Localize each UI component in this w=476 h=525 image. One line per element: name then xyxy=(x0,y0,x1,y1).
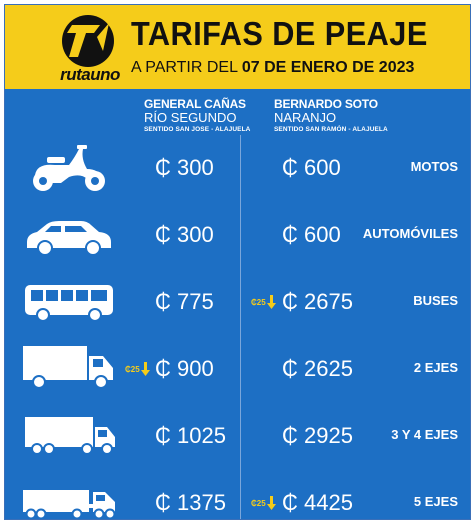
truck-3-4-axle-icon xyxy=(25,417,115,455)
vehicle-category: 3 Y 4 EJES xyxy=(391,427,458,442)
vehicle-category: 5 EJES xyxy=(413,494,458,509)
price-general-canas: ₵ 300 xyxy=(155,222,214,247)
station-name: GENERAL CAÑAS xyxy=(144,97,246,111)
vehicle-category: AUTOMÓVILES xyxy=(362,226,458,241)
effective-date-prefix: A PARTIR DEL xyxy=(131,59,238,76)
price-general-canas: ₵ 1025 xyxy=(155,423,226,448)
price-bernardo-soto: ₵ 4425 xyxy=(282,490,353,515)
bus-icon xyxy=(25,285,113,322)
discount-bernardo-soto: ₵25 xyxy=(251,496,276,510)
truck-5-axle-icon xyxy=(23,490,116,519)
price-bernardo-soto: ₵ 2925 xyxy=(282,423,353,448)
price-bernardo-soto: ₵ 2625 xyxy=(282,356,353,381)
price-bernardo-soto: ₵ 600 xyxy=(282,222,341,247)
price-bernardo-soto: ₵ 600 xyxy=(282,155,341,180)
price-general-canas: ₵ 900 xyxy=(155,356,214,381)
toll-station-bernardo-soto: BERNARDO SOTO NARANJO SENTIDO SAN RAMÓN … xyxy=(274,97,388,133)
toll-rates-panel: rutauno TARIFAS DE PEAJE A PARTIR DEL 07… xyxy=(4,4,471,520)
price-general-canas: ₵ 300 xyxy=(155,155,214,180)
page-title: TARIFAS DE PEAJE xyxy=(131,15,428,52)
rate-row-motos: ₵ 300 ₵ 600 MOTOS xyxy=(5,135,470,201)
station-direction: SENTIDO SAN RAMÓN - ALAJUELA xyxy=(274,126,388,133)
effective-date: A PARTIR DEL 07 DE ENERO DE 2023 xyxy=(131,59,414,77)
rate-row-buses: ₵ 775 ₵25 ₵ 2675 BUSES xyxy=(5,269,470,335)
discount-amount: ₵25 xyxy=(251,297,266,307)
toll-station-general-canas: GENERAL CAÑAS RÍO SEGUNDO SENTIDO SAN JO… xyxy=(144,97,250,133)
arrow-down-icon xyxy=(140,362,150,376)
discount-general-canas: ₵25 xyxy=(125,362,150,376)
discount-bernardo-soto: ₵25 xyxy=(251,295,276,309)
rate-row-5-ejes: ₵ 1375 ₵25 ₵ 4425 5 EJES xyxy=(5,470,470,519)
arrow-down-icon xyxy=(266,496,276,510)
rate-row-3-4-ejes: ₵ 1025 ₵ 2925 3 Y 4 EJES xyxy=(5,403,470,469)
station-name: BERNARDO SOTO xyxy=(274,97,378,111)
station-location: RÍO SEGUNDO xyxy=(144,110,237,125)
price-general-canas: ₵ 1375 xyxy=(155,490,226,515)
logo-text: rutauno xyxy=(60,65,120,84)
station-location: NARANJO xyxy=(274,110,337,125)
station-direction: SENTIDO SAN JOSE - ALAJUELA xyxy=(144,126,251,133)
effective-date-value: 07 DE ENERO DE 2023 xyxy=(241,59,415,76)
discount-amount: ₵25 xyxy=(251,498,266,508)
motorcycle-icon xyxy=(33,145,105,191)
price-general-canas: ₵ 775 xyxy=(155,289,214,314)
rate-row-automoviles: ₵ 300 ₵ 600 AUTOMÓVILES xyxy=(5,202,470,268)
vehicle-category: MOTOS xyxy=(410,159,458,174)
truck-2-axle-icon xyxy=(23,346,113,389)
column-divider xyxy=(240,135,241,519)
rutauno-logo xyxy=(62,15,114,67)
car-icon xyxy=(27,221,111,256)
discount-amount: ₵25 xyxy=(125,364,140,374)
vehicle-category: 2 EJES xyxy=(413,360,458,375)
price-bernardo-soto: ₵ 2675 xyxy=(282,289,353,314)
header-banner: rutauno TARIFAS DE PEAJE A PARTIR DEL 07… xyxy=(5,5,470,89)
rate-row-2-ejes: ₵25 ₵ 900 ₵ 2625 2 EJES xyxy=(5,336,470,402)
arrow-down-icon xyxy=(266,295,276,309)
vehicle-category: BUSES xyxy=(413,293,458,308)
